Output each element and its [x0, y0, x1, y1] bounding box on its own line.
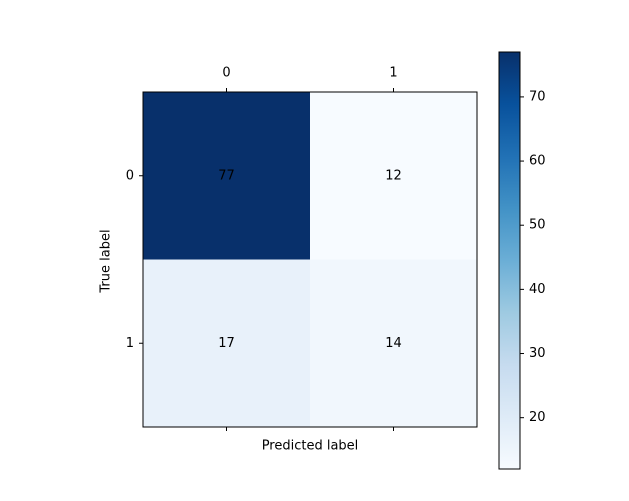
- plot-frame: [142, 91, 478, 428]
- y-axis-label: True label: [99, 229, 114, 293]
- colorbar-tick-label: 20: [529, 410, 546, 425]
- heatmap-cell: [143, 92, 311, 260]
- cell-label: 12: [385, 168, 402, 183]
- cell-label: 77: [218, 168, 235, 183]
- colorbar: [498, 51, 521, 470]
- x-tick-label: 0: [222, 66, 230, 81]
- heatmap-cell: [143, 259, 311, 428]
- colorbar-tick-label: 50: [529, 218, 546, 233]
- cell-label: 17: [218, 336, 235, 351]
- heatmap-cell: [310, 259, 478, 428]
- x-tick-label: 1: [389, 66, 397, 81]
- cell-label: 14: [385, 336, 402, 351]
- y-tick-label: 0: [126, 168, 134, 183]
- y-tick-label: 1: [126, 336, 134, 351]
- colorbar-tick-label: 70: [529, 89, 546, 104]
- colorbar-tick-label: 60: [529, 154, 546, 169]
- x-axis-label: Predicted label: [262, 439, 359, 454]
- colorbar-tick-label: 30: [529, 346, 546, 361]
- heatmap-cell: [310, 92, 478, 260]
- colorbar-tick-label: 40: [529, 282, 546, 297]
